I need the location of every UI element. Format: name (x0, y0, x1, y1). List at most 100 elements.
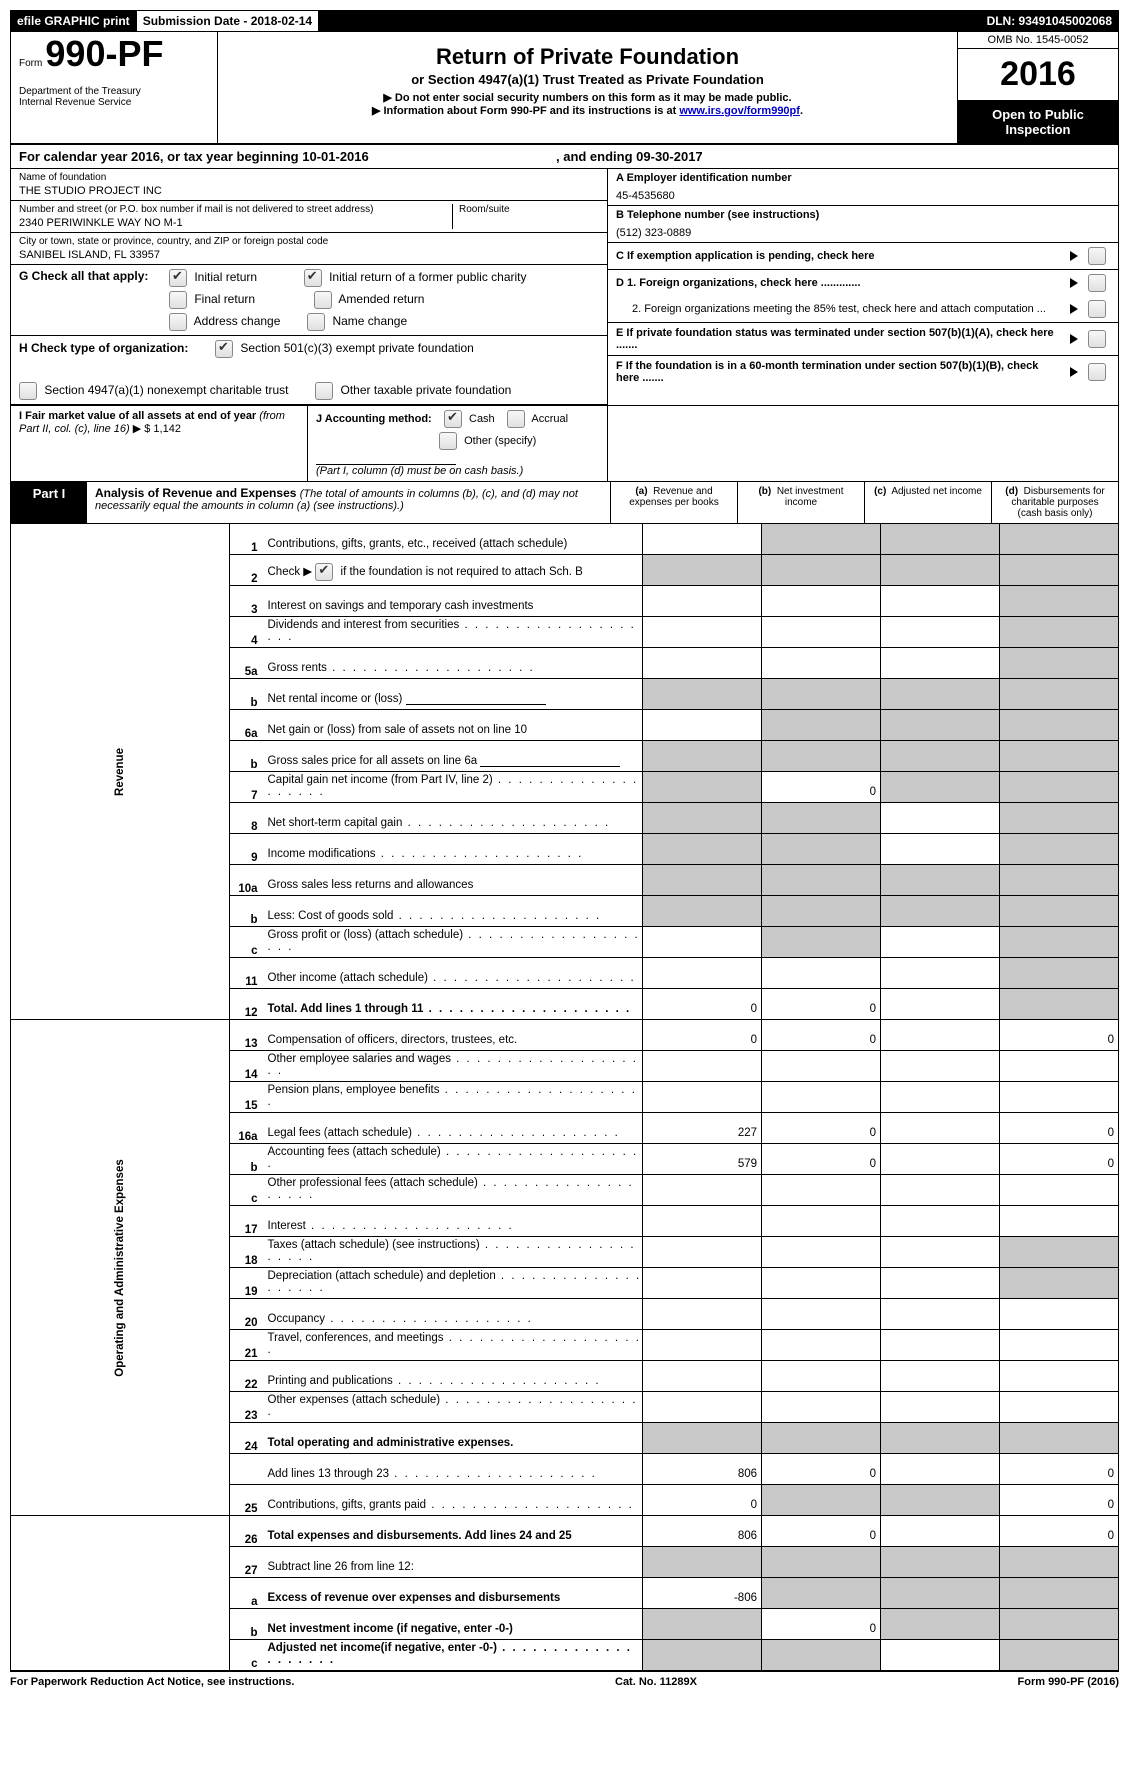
col-d-head: (d) Disbursements for charitable purpose… (991, 482, 1118, 523)
col-c-head: (c) Adjusted net income (864, 482, 991, 523)
form-subtitle: or Section 4947(a)(1) Trust Treated as P… (224, 72, 951, 87)
header-right: OMB No. 1545-0052 2016 Open to Public In… (957, 32, 1118, 143)
final-return-label: Final return (194, 292, 255, 306)
dept-label: Department of the Treasury (19, 86, 209, 97)
i-cell: I Fair market value of all assets at end… (11, 406, 308, 481)
a-cell: A Employer identification number 45-4535… (608, 169, 1118, 206)
col-a-head: (a) Revenue and expenses per books (610, 482, 737, 523)
accrual-checkbox[interactable] (507, 410, 525, 428)
other-method-label: Other (specify) (464, 435, 536, 447)
d1-checkbox[interactable] (1088, 274, 1106, 292)
instr-1: ▶ Do not enter social security numbers o… (224, 91, 951, 104)
open-inspection: Open to Public Inspection (958, 101, 1118, 143)
entity-right: A Employer identification number 45-4535… (607, 169, 1118, 405)
schb-checkbox[interactable] (315, 563, 333, 581)
other-taxable-checkbox[interactable] (315, 382, 333, 400)
line-1: Revenue 1Contributions, gifts, grants, e… (11, 524, 1119, 555)
arrow-icon (1070, 251, 1078, 261)
name-cell: Name of foundation THE STUDIO PROJECT IN… (11, 169, 607, 201)
phone-val: (512) 323-0889 (616, 221, 1110, 239)
instr-2-pre: ▶ Information about Form 990-PF and its … (372, 105, 679, 117)
line2-pre: Check ▶ (268, 566, 313, 578)
final-return-checkbox[interactable] (169, 291, 187, 309)
amended-return-checkbox[interactable] (314, 291, 332, 309)
arrow-icon (1070, 367, 1078, 377)
f-checkbox[interactable] (1088, 363, 1106, 381)
omb-number: OMB No. 1545-0052 (958, 32, 1118, 49)
top-bar: efile GRAPHIC print Submission Date - 20… (10, 10, 1119, 32)
d2-checkbox[interactable] (1088, 300, 1106, 318)
d2-label: 2. Foreign organizations meeting the 85%… (632, 303, 1060, 315)
initial-former-checkbox[interactable] (304, 269, 322, 287)
col-a-l: (a) (635, 486, 647, 497)
address-change-label: Address change (194, 314, 281, 328)
j-cell: J Accounting method: Cash Accrual Other … (308, 406, 608, 481)
header-center: Return of Private Foundation or Section … (218, 32, 957, 143)
submission-date: Submission Date - 2018-02-14 (136, 11, 319, 31)
c-checkbox[interactable] (1088, 247, 1106, 265)
f-label: F If the foundation is in a 60-month ter… (616, 360, 1060, 384)
j-note: (Part I, column (d) must be on cash basi… (316, 465, 523, 477)
ij-right-gap (608, 406, 1118, 481)
addr-cell: Number and street (or P.O. box number if… (19, 204, 453, 229)
entity-left: Name of foundation THE STUDIO PROJECT IN… (11, 169, 607, 405)
501c3-checkbox[interactable] (215, 340, 233, 358)
d1-label: D 1. Foreign organizations, check here .… (616, 277, 1060, 289)
col-d-t: Disbursements for charitable purposes (c… (1011, 486, 1104, 519)
col-b-l: (b) (758, 486, 771, 497)
e-label: E If private foundation status was termi… (616, 327, 1060, 351)
city-label: City or town, state or province, country… (19, 236, 599, 247)
4947-label: Section 4947(a)(1) nonexempt charitable … (44, 383, 288, 397)
cal-mid: , and ending (556, 149, 636, 164)
addr-row: Number and street (or P.O. box number if… (11, 201, 607, 233)
instructions-link[interactable]: www.irs.gov/form990pf (679, 105, 800, 117)
d1-cell: D 1. Foreign organizations, check here .… (608, 270, 1118, 296)
other-method-checkbox[interactable] (439, 432, 457, 450)
dln: DLN: 93491045002068 (981, 11, 1118, 31)
col-c-l: (c) (874, 486, 886, 497)
g-label: G Check all that apply: (19, 269, 149, 283)
footer-right: Form 990-PF (2016) (1018, 1676, 1120, 1688)
form-title: Return of Private Foundation (224, 44, 951, 70)
addr-label: Number and street (or P.O. box number if… (19, 204, 446, 215)
h-label: H Check type of organization: (19, 341, 188, 355)
initial-return-label: Initial return (194, 270, 257, 284)
arrow-icon (1070, 278, 1078, 288)
header-left: Form 990-PF Department of the Treasury I… (11, 32, 218, 143)
other-method-line (316, 450, 456, 465)
address-change-checkbox[interactable] (169, 313, 187, 331)
other-taxable-label: Other taxable private foundation (341, 383, 512, 397)
footer-left: For Paperwork Reduction Act Notice, see … (10, 1676, 294, 1688)
line2-post: if the foundation is not required to att… (341, 566, 583, 578)
instr-2-post: . (800, 105, 803, 117)
e-checkbox[interactable] (1088, 330, 1106, 348)
foundation-name: THE STUDIO PROJECT INC (19, 183, 599, 197)
irs-label: Internal Revenue Service (19, 97, 209, 108)
col-b-head: (b) Net investment income (737, 482, 864, 523)
page-footer: For Paperwork Reduction Act Notice, see … (10, 1672, 1119, 1692)
initial-return-checkbox[interactable] (169, 269, 187, 287)
part1-header: Part I Analysis of Revenue and Expenses … (10, 482, 1119, 524)
cash-checkbox[interactable] (444, 410, 462, 428)
instr-2: ▶ Information about Form 990-PF and its … (224, 104, 951, 117)
form-prefix: Form (19, 58, 42, 69)
col-c-t: Adjusted net income (891, 486, 982, 497)
name-change-checkbox[interactable] (307, 313, 325, 331)
footer-center: Cat. No. 11289X (294, 1676, 1017, 1688)
h-row: H Check type of organization: Section 50… (11, 335, 607, 405)
4947-checkbox[interactable] (19, 382, 37, 400)
i-arrow: ▶ (133, 423, 141, 435)
city-val: SANIBEL ISLAND, FL 33957 (19, 247, 599, 261)
j-label: J Accounting method: (316, 413, 432, 425)
initial-former-label: Initial return of a former public charit… (329, 270, 526, 284)
part1-label: Part I (11, 482, 87, 523)
ij-row: I Fair market value of all assets at end… (10, 406, 1119, 482)
city-cell: City or town, state or province, country… (11, 233, 607, 265)
line-26: 26Total expenses and disbursements. Add … (11, 1516, 1119, 1547)
cal-end: 09-30-2017 (636, 149, 703, 164)
arrow-icon (1070, 334, 1078, 344)
d2-cell: 2. Foreign organizations meeting the 85%… (608, 296, 1118, 323)
amended-return-label: Amended return (338, 292, 424, 306)
efile-label: efile GRAPHIC print (11, 11, 136, 31)
cash-label: Cash (469, 413, 495, 425)
